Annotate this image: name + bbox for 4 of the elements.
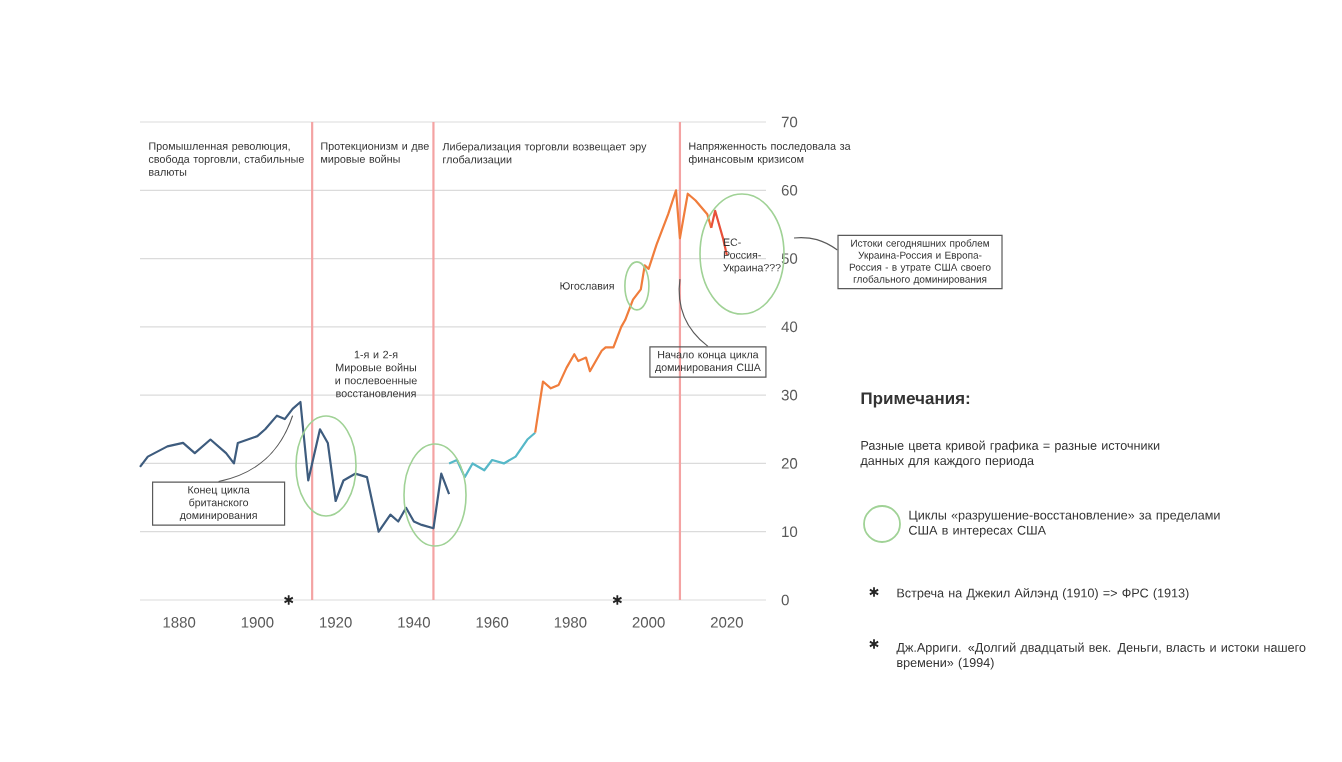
text: Примечания: xyxy=(861,392,970,408)
line-series xyxy=(710,209,728,257)
line-series xyxy=(138,400,451,533)
line-series xyxy=(448,431,537,479)
